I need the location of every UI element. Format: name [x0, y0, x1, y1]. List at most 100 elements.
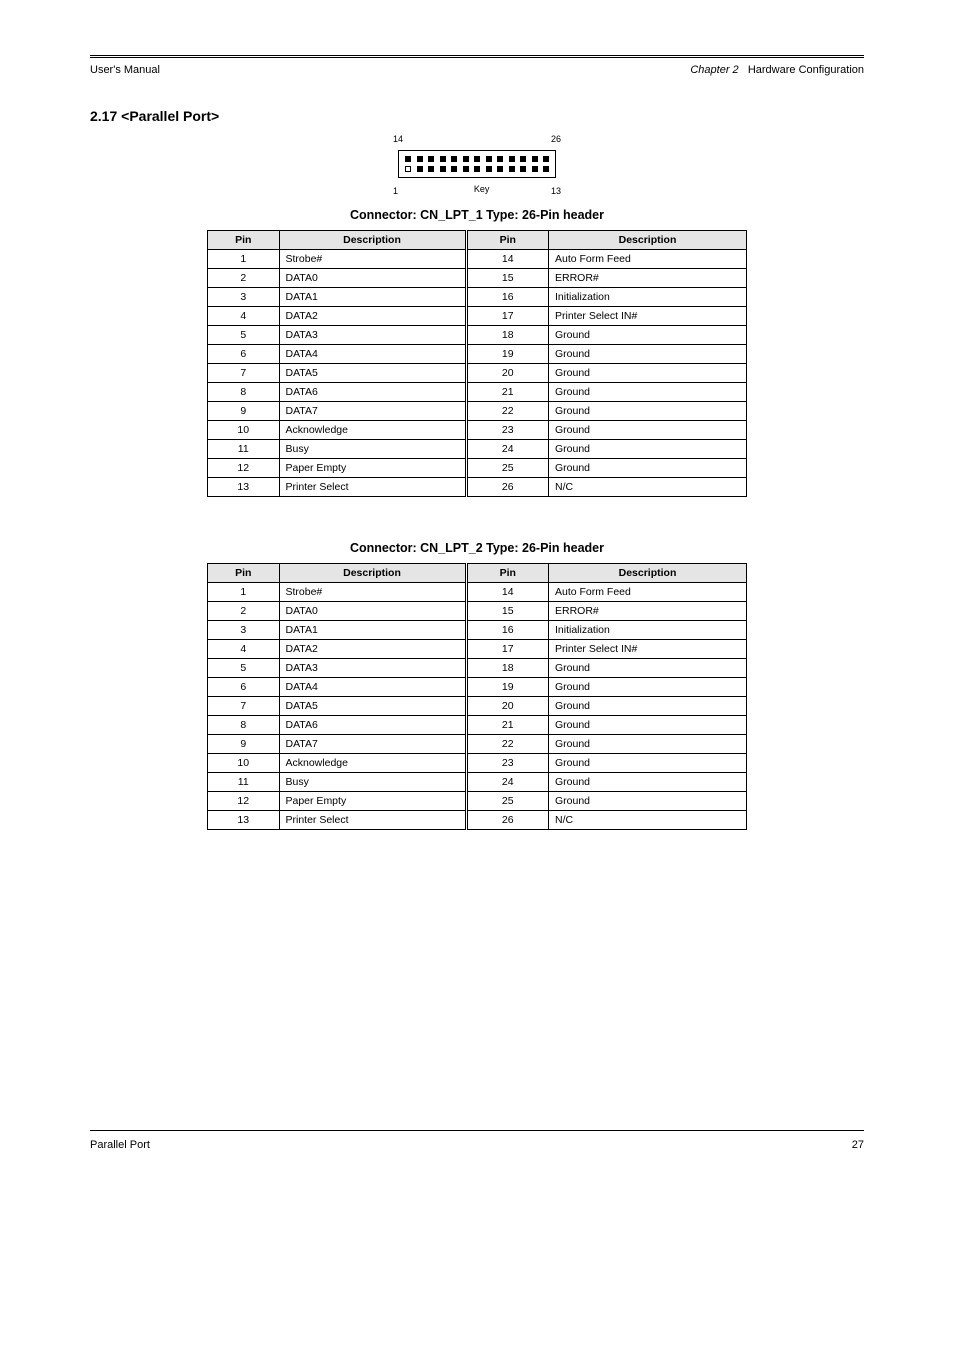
- pin-cell: 22: [466, 735, 549, 754]
- pin-cell: 8: [208, 383, 280, 402]
- pin-cell: 5: [208, 659, 280, 678]
- pin-cell: 19: [466, 345, 549, 364]
- pin-label: 14: [393, 134, 403, 144]
- table-row: 3DATA116Initialization: [208, 621, 747, 640]
- pin-cell: 13: [208, 811, 280, 830]
- pin-cell: 25: [466, 459, 549, 478]
- signal-cell: Acknowledge: [279, 754, 466, 773]
- pin-cell: 24: [466, 773, 549, 792]
- connector-body: [398, 150, 556, 178]
- pin-cell: 13: [208, 478, 280, 497]
- pinout-table-2: PinDescriptionPinDescription1Strobe#14Au…: [207, 563, 747, 830]
- table-row: 7DATA520Ground: [208, 697, 747, 716]
- pin-cell: 11: [208, 440, 280, 459]
- table-header: Description: [549, 231, 747, 250]
- signal-cell: Printer Select: [279, 811, 466, 830]
- table-row: 13Printer Select26N/C: [208, 811, 747, 830]
- signal-cell: DATA0: [279, 269, 466, 288]
- signal-cell: Ground: [549, 364, 747, 383]
- pin-cell: 21: [466, 716, 549, 735]
- table-row: 3DATA116Initialization: [208, 288, 747, 307]
- signal-cell: Strobe#: [279, 583, 466, 602]
- pin-cell: 21: [466, 383, 549, 402]
- pin-cell: 15: [466, 269, 549, 288]
- header-right: Chapter 2 Hardware Configuration: [690, 64, 864, 76]
- section-title: 2.17 <Parallel Port>: [90, 108, 864, 124]
- signal-cell: DATA6: [279, 716, 466, 735]
- signal-cell: Ground: [549, 326, 747, 345]
- signal-cell: Acknowledge: [279, 421, 466, 440]
- pin-cell: 7: [208, 697, 280, 716]
- connector-diagram: [90, 150, 864, 178]
- table-row: 10Acknowledge23Ground: [208, 754, 747, 773]
- header-left: User's Manual: [90, 64, 160, 76]
- signal-cell: Initialization: [549, 288, 747, 307]
- table-row: 11Busy24Ground: [208, 773, 747, 792]
- pin-cell: 18: [466, 326, 549, 345]
- pin-cell: 26: [466, 811, 549, 830]
- pin-cell: 2: [208, 602, 280, 621]
- table-header: Description: [279, 564, 466, 583]
- signal-cell: Busy: [279, 440, 466, 459]
- pin-cell: 1: [208, 583, 280, 602]
- signal-cell: Ground: [549, 792, 747, 811]
- signal-cell: Ground: [549, 421, 747, 440]
- pin-cell: 22: [466, 402, 549, 421]
- signal-cell: Ground: [549, 773, 747, 792]
- pin-cell: 7: [208, 364, 280, 383]
- signal-cell: Ground: [549, 440, 747, 459]
- pin-cell: 12: [208, 459, 280, 478]
- pin-cell: 16: [466, 288, 549, 307]
- pin-cell: 6: [208, 678, 280, 697]
- signal-cell: Ground: [549, 345, 747, 364]
- pin-cell: 10: [208, 421, 280, 440]
- signal-cell: ERROR#: [549, 269, 747, 288]
- table-row: 9DATA722Ground: [208, 402, 747, 421]
- signal-cell: Paper Empty: [279, 459, 466, 478]
- pin-cell: 4: [208, 307, 280, 326]
- pin-cell: 4: [208, 640, 280, 659]
- pin-cell: 14: [466, 583, 549, 602]
- table-row: 1Strobe#14Auto Form Feed: [208, 250, 747, 269]
- signal-cell: Auto Form Feed: [549, 583, 747, 602]
- table-row: 8DATA621Ground: [208, 383, 747, 402]
- signal-cell: Strobe#: [279, 250, 466, 269]
- pin-cell: 1: [208, 250, 280, 269]
- table-row: 8DATA621Ground: [208, 716, 747, 735]
- signal-cell: Ground: [549, 716, 747, 735]
- pin-cell: 20: [466, 697, 549, 716]
- table-row: 4DATA217Printer Select IN#: [208, 640, 747, 659]
- pin-cell: 9: [208, 735, 280, 754]
- signal-cell: N/C: [549, 811, 747, 830]
- pin-cell: 12: [208, 792, 280, 811]
- pin-cell: 3: [208, 621, 280, 640]
- table-header: Pin: [208, 231, 280, 250]
- footer-left: Parallel Port: [90, 1139, 150, 1151]
- signal-cell: Ground: [549, 735, 747, 754]
- pin-cell: 19: [466, 678, 549, 697]
- table-header: Pin: [466, 231, 549, 250]
- pin-cell: 16: [466, 621, 549, 640]
- table-row: 5DATA318Ground: [208, 326, 747, 345]
- pin-cell: 26: [466, 478, 549, 497]
- table-row: 12Paper Empty25Ground: [208, 459, 747, 478]
- pin-cell: 9: [208, 402, 280, 421]
- signal-cell: DATA3: [279, 326, 466, 345]
- table-row: 10Acknowledge23Ground: [208, 421, 747, 440]
- table-row: 2DATA015ERROR#: [208, 602, 747, 621]
- pin-cell: 25: [466, 792, 549, 811]
- pin-cell: 23: [466, 421, 549, 440]
- signal-cell: Ground: [549, 754, 747, 773]
- pin-row-top: [405, 156, 549, 162]
- header-chapter: Chapter 2: [690, 64, 738, 76]
- signal-cell: DATA4: [279, 678, 466, 697]
- table-row: 6DATA419Ground: [208, 345, 747, 364]
- pin-label: 26: [551, 134, 561, 144]
- signal-cell: DATA6: [279, 383, 466, 402]
- table-row: 6DATA419Ground: [208, 678, 747, 697]
- pin-cell: 15: [466, 602, 549, 621]
- table-row: 11Busy24Ground: [208, 440, 747, 459]
- pin-label: 13: [551, 186, 561, 196]
- table-row: 9DATA722Ground: [208, 735, 747, 754]
- signal-cell: Ground: [549, 678, 747, 697]
